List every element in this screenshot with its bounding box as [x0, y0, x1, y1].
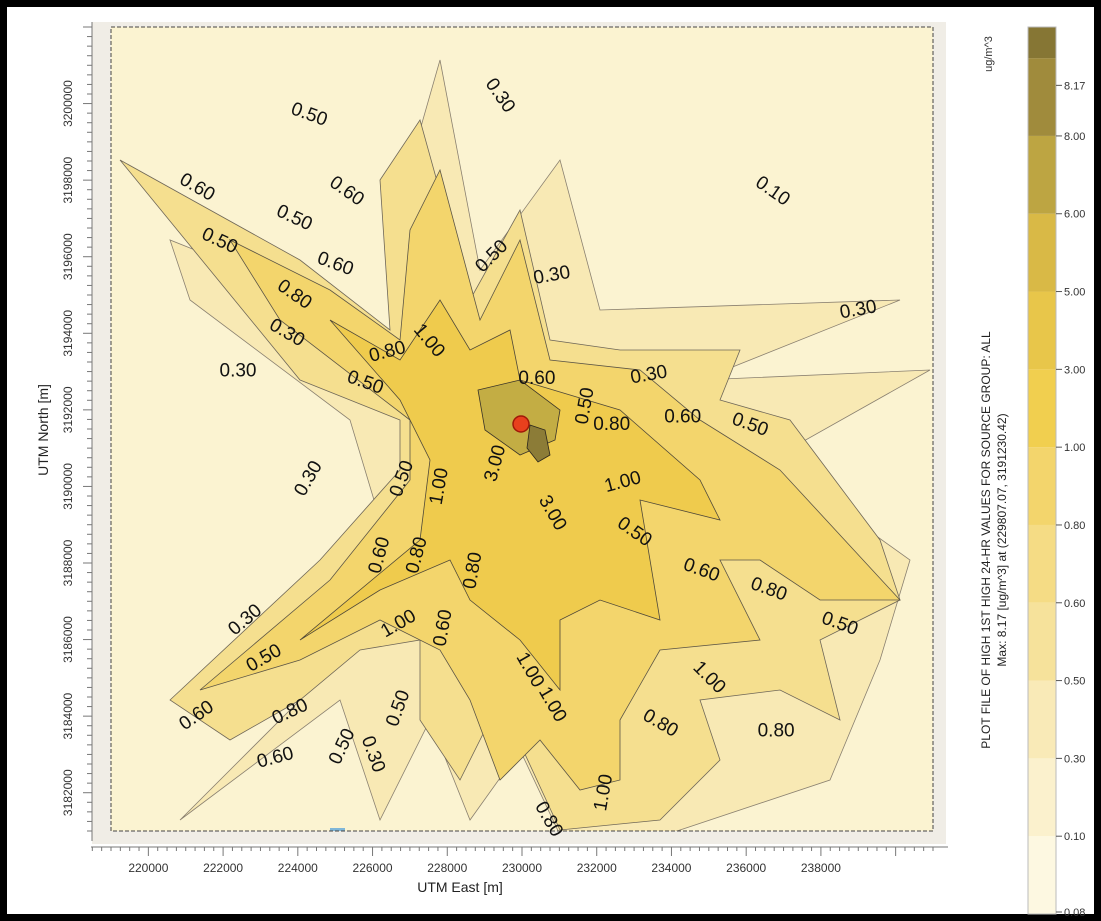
y-tick-label: 3200000: [61, 80, 75, 127]
colorbar-segment: [1028, 58, 1056, 136]
river-spot: [330, 828, 345, 831]
colorbar-label: 0.50: [1064, 676, 1085, 688]
x-axis: 220000 222000 224000 226000 228000 230000 2320…: [91, 846, 948, 875]
y-tick-label: 3184000: [61, 692, 75, 739]
colorbar-label: 3.00: [1064, 364, 1085, 376]
y-tick-label: 3198000: [61, 156, 75, 203]
colorbar-label: 0.08: [1064, 907, 1085, 919]
x-tick-label: 226000: [353, 861, 393, 875]
y-tick-label: 3190000: [61, 463, 75, 510]
colorbar-label: 6.00: [1064, 209, 1085, 221]
colorbar-label: 8.17: [1064, 80, 1085, 92]
colorbar-segment: [1028, 680, 1056, 759]
plot-border: [110, 26, 934, 832]
x-tick-label: 220000: [128, 861, 168, 875]
contour-label: 0.80: [593, 414, 630, 435]
y-tick-label: 3182000: [61, 769, 75, 816]
x-tick-label: 232000: [577, 861, 617, 875]
colorbar-segment: [1028, 602, 1056, 681]
y-axis-title: UTM North [m]: [35, 384, 51, 476]
colorbar-segment: [1028, 213, 1056, 292]
colorbar-segment: [1028, 447, 1056, 525]
x-tick-label: 224000: [278, 861, 318, 875]
colorbar-label: 1.00: [1064, 442, 1085, 454]
colorbar-segment: [1028, 135, 1056, 214]
contour-region-600: [526, 424, 551, 463]
colorbar-label: 0.80: [1064, 520, 1085, 532]
colorbar-frame: [1027, 26, 1057, 915]
y-tick-label: 3188000: [61, 539, 75, 586]
colorbar-segment: [1028, 291, 1056, 370]
x-tick-label: 238000: [801, 861, 841, 875]
y-axis: 3182000 3184000 3186000 3188000 3190000 31920…: [61, 22, 93, 841]
x-axis-title: UTM East [m]: [417, 879, 503, 895]
x-tick-label: 236000: [726, 861, 766, 875]
plot-title: PLOT FILE OF HIGH 1ST HIGH 24-HR VALUES …: [979, 331, 993, 749]
contour-label: 0.80: [758, 721, 795, 742]
contour-label: 0.30: [220, 361, 257, 382]
contour-label: 0.60: [664, 407, 701, 428]
x-tick-label: 228000: [427, 861, 467, 875]
colorbar-label: 8.00: [1064, 131, 1085, 143]
y-tick-label: 3186000: [61, 616, 75, 663]
y-tick-label: 3196000: [61, 233, 75, 280]
colorbar: 0.08 0.10 0.30 0.50 0.60 0.80 1.00 3.00 5.00 6.00…: [1027, 26, 1085, 919]
y-tick-label: 3194000: [61, 310, 75, 357]
colorbar-label: 5.00: [1064, 287, 1085, 299]
colorbar-segment: [1028, 758, 1056, 837]
units-label: ug/m^3: [983, 36, 995, 72]
colorbar-segment: [1028, 524, 1056, 603]
colorbar-segment: [1028, 27, 1056, 59]
x-tick-label: 222000: [203, 861, 243, 875]
contour-region-100: [299, 299, 721, 692]
max-annotation: Max: 8.17 [ug/m^3] at (229807.07, 319123…: [995, 413, 1009, 666]
x-tick-label: 230000: [502, 861, 542, 875]
contour-label: 0.60: [518, 368, 555, 389]
colorbar-label: 0.60: [1064, 598, 1085, 610]
contour-fill-group: [111, 27, 933, 831]
x-tick-label: 234000: [651, 861, 691, 875]
y-tick-label: 3192000: [61, 386, 75, 433]
colorbar-segment: [1028, 836, 1056, 914]
colorbar-segment: [1028, 369, 1056, 448]
colorbar-label: 0.10: [1064, 831, 1085, 843]
colorbar-label: 0.30: [1064, 753, 1085, 765]
max-source-marker: [512, 415, 530, 433]
